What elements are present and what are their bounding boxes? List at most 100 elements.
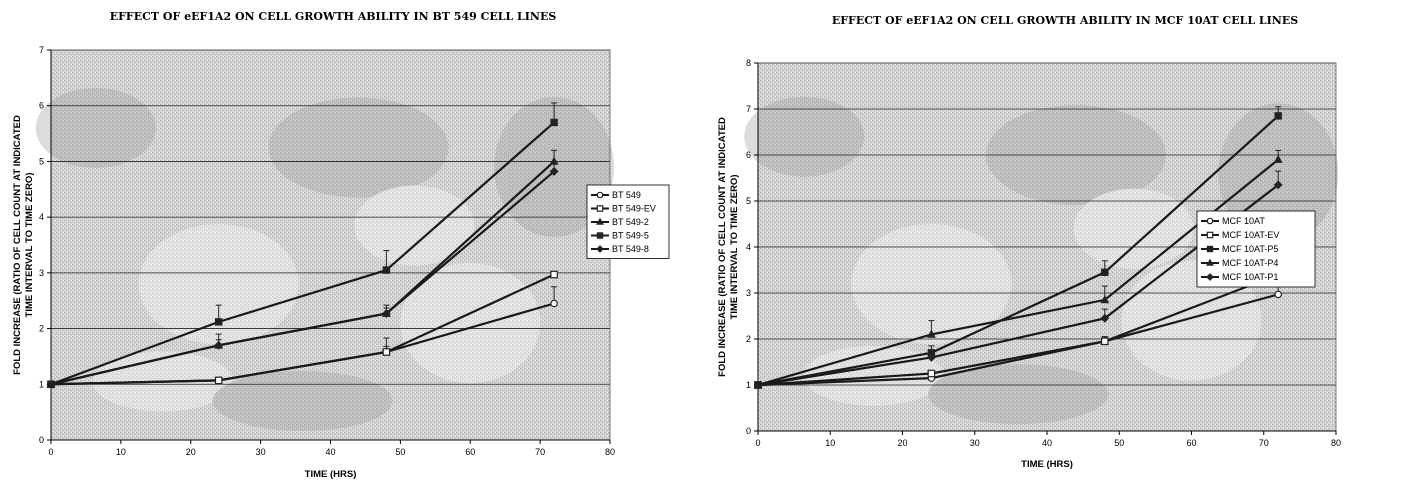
legend-label-mcf-10at-p5: MCF 10AT-P5	[1222, 244, 1278, 254]
x-axis-label: TIME (HRS)	[1021, 459, 1073, 470]
legend-item-mcf-10at-p4: MCF 10AT-P4	[1201, 258, 1278, 268]
y-tick-label-2: 2	[39, 324, 44, 334]
x-tick-label-70: 70	[1259, 438, 1269, 448]
x-tick-label-40: 40	[325, 447, 335, 457]
series-line-mcf-10at-p1	[757, 184, 1279, 387]
y-tick-label-3: 3	[39, 268, 44, 278]
point-bt-549-8-24	[214, 340, 224, 350]
point-mcf-10at-p1-48	[1100, 313, 1110, 323]
plot-area	[51, 50, 610, 440]
point-bt-549-5-48	[382, 266, 391, 274]
y-tick-label-1: 1	[39, 379, 44, 389]
series-mcf-10at-p1	[753, 170, 1283, 390]
point-mcf-10at-p1-24	[926, 352, 936, 362]
x-tick-label-20: 20	[186, 447, 196, 457]
x-tick-label-80: 80	[1331, 438, 1341, 448]
x-tick-label-10: 10	[825, 438, 835, 448]
legend-label-bt-549: BT 549	[612, 190, 641, 200]
legend-marker-bt-549-2	[596, 217, 604, 225]
point-bt-549-8-72	[549, 167, 559, 176]
y-tick-label-7: 7	[39, 45, 44, 55]
y-tick-label-4: 4	[746, 242, 751, 252]
legend-item-mcf-10at: MCF 10AT	[1201, 216, 1265, 226]
point-bt-549-8-48	[381, 309, 391, 318]
chart-title: EFFECT OF eEF1A2 ON CELL GROWTH ABILITY …	[110, 10, 557, 23]
legend-item-mcf-10at-p1: MCF 10AT-P1	[1201, 272, 1278, 282]
legend-marker-mcf-10at-p5	[1206, 245, 1214, 253]
y-tick-label-0: 0	[39, 435, 44, 445]
x-tick-label-80: 80	[605, 447, 615, 457]
x-tick-label-10: 10	[116, 447, 126, 457]
x-tick-label-20: 20	[897, 438, 907, 448]
point-mcf-10at-p1-0	[753, 380, 763, 390]
series-line-mcf-10at	[757, 293, 1279, 387]
y-axis-label-line2: TIME INTERVAL TO TIME ZERO)	[729, 175, 740, 320]
y-tick-label-3: 3	[746, 288, 751, 298]
point-bt-549-ev-72	[550, 270, 558, 279]
y-tick-label-5: 5	[39, 156, 44, 166]
y-tick-label-5: 5	[746, 196, 751, 206]
point-bt-549-5-72	[550, 118, 558, 127]
mcf10at-growth-chart: 0 1 2 3 4 5 6 7 8 0 10 20 30 40 50 60 70 80 EFFECT OF eEF1…	[700, 0, 1401, 483]
point-bt-549-8-0	[46, 379, 56, 389]
y-tick-label-6: 6	[39, 101, 44, 111]
y-tick-label-7: 7	[746, 104, 751, 114]
point-mcf-10at-p5-48	[1101, 268, 1109, 277]
legend-item-bt-549: BT 549	[591, 190, 641, 200]
x-tick-label-0: 0	[755, 438, 760, 448]
x-tick-label-0: 0	[48, 447, 53, 457]
legend-item-bt-549-ev: BT 549-EV	[591, 204, 656, 214]
legend-label-bt-549-5: BT 549-5	[612, 231, 649, 241]
y-tick-label-2: 2	[746, 334, 751, 344]
point-mcf-10at-72	[1274, 290, 1283, 299]
legend-item-bt-549-5: BT 549-5	[591, 231, 649, 241]
y-tick-label-4: 4	[39, 212, 44, 222]
x-axis-label: TIME (HRS)	[305, 469, 357, 480]
legend-label-mcf-10at-p1: MCF 10AT-P1	[1222, 272, 1278, 282]
point-bt-549-72	[550, 299, 558, 308]
legend-label-mcf-10at-p4: MCF 10AT-P4	[1222, 258, 1278, 268]
point-mcf-10at-p4-48	[1100, 295, 1110, 304]
y-axis-label-line1: FOLD INCREASE (RATIO OF CELL COUNT AT IN…	[12, 115, 23, 375]
legend-item-mcf-10at-ev: MCF 10AT-EV	[1201, 230, 1279, 240]
series-line-bt-549-5	[50, 121, 555, 386]
y-axis-label-line2: TIME INTERVAL TO TIME ZERO)	[24, 173, 35, 318]
legend-marker-bt-549-ev	[596, 205, 604, 212]
point-bt-549-ev-24	[214, 376, 223, 385]
x-tick-label-50: 50	[1114, 438, 1124, 448]
series-line-bt-549-ev	[50, 273, 555, 386]
legend-marker-bt-549-8	[596, 245, 604, 253]
point-mcf-10at-p4-72	[1273, 154, 1283, 163]
legend: MCF 10AT MCF 10AT-EV MCF 10AT-P5 MCF 10AT-P…	[1196, 210, 1316, 288]
x-tick-label-70: 70	[535, 447, 545, 457]
series-line-mcf-10at-p5	[757, 115, 1279, 387]
legend-label-bt-549-2: BT 549-2	[612, 217, 649, 227]
point-mcf-10at-ev-24	[927, 369, 936, 378]
legend-marker-mcf-10at-ev	[1206, 231, 1214, 239]
series-bt-549-5	[47, 102, 558, 388]
point-bt-549-ev-48	[382, 348, 391, 356]
point-mcf-10at-p5-72	[1274, 112, 1282, 120]
x-tick-label-60: 60	[1186, 438, 1196, 448]
legend-item-bt-549-8: BT 549-8	[591, 244, 649, 254]
point-mcf-10at-ev-48	[1101, 337, 1109, 346]
series-mcf-10at-ev	[754, 269, 1283, 389]
series-line-mcf-10at-p4	[757, 158, 1279, 387]
legend-marker-bt-549	[596, 191, 604, 199]
legend-marker-bt-549-5	[596, 232, 604, 239]
bt549-growth-chart: 0 1 2 3 4 5 6 7 0 10 20 30 40 50 60 70 80 EFFECT OF eEF1A…	[0, 0, 700, 483]
legend-label-bt-549-ev: BT 549-EV	[612, 204, 656, 214]
x-tick-label-60: 60	[465, 447, 475, 457]
y-tick-label-0: 0	[746, 426, 751, 436]
legend-marker-mcf-10at-p1	[1206, 273, 1214, 281]
legend-marker-mcf-10at	[1206, 217, 1214, 225]
x-tick-label-40: 40	[1042, 438, 1052, 448]
series-line-bt-549-8	[50, 170, 555, 386]
legend-item-mcf-10at-p5: MCF 10AT-P5	[1201, 244, 1278, 254]
legend-marker-mcf-10at-p4	[1206, 258, 1214, 266]
legend-label-mcf-10at: MCF 10AT	[1222, 216, 1265, 226]
x-tick-label-30: 30	[970, 438, 980, 448]
legend: BT 549 BT 549-EV BT 549-2 BT 549-5 BT 549-8	[586, 184, 670, 259]
y-axis-label-line1: FOLD INCREASE (RATIO OF CELL COUNT AT IN…	[717, 117, 728, 377]
